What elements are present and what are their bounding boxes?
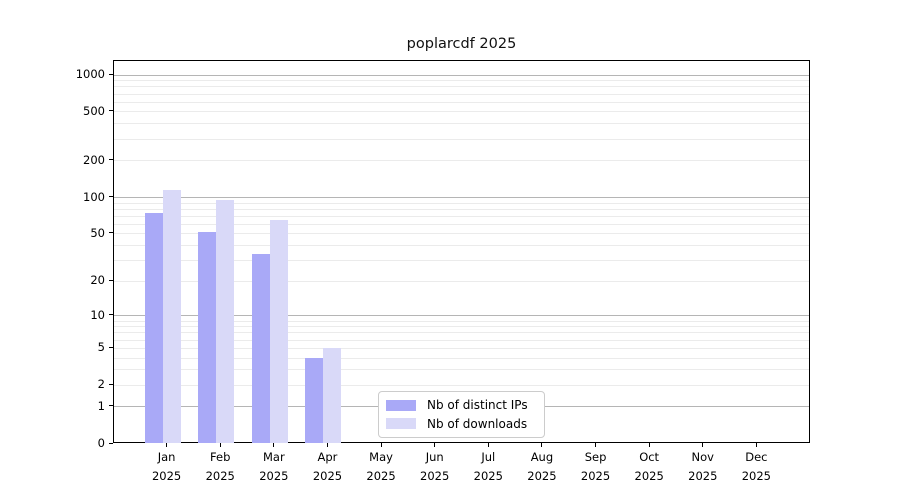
gridline-minor bbox=[114, 123, 809, 125]
y-axis-tick-mark bbox=[109, 73, 113, 75]
bar-distinct-ips bbox=[198, 231, 217, 443]
x-axis-tick-label: Jan 2025 bbox=[151, 450, 182, 483]
x-axis-tick-label: Sep 2025 bbox=[580, 450, 611, 483]
gridline-major bbox=[114, 74, 809, 76]
x-axis-tick-label: Dec 2025 bbox=[741, 450, 772, 483]
gridline-major bbox=[114, 315, 809, 317]
gridline-minor bbox=[114, 233, 809, 235]
gridline-minor bbox=[114, 384, 809, 386]
y-axis-tick-mark bbox=[109, 442, 113, 444]
y-axis-tick-mark bbox=[109, 405, 113, 407]
gridline-minor bbox=[114, 93, 809, 95]
gridline-minor bbox=[114, 215, 809, 217]
x-axis-tick-mark bbox=[702, 443, 704, 447]
bar-downloads bbox=[162, 190, 181, 443]
y-axis-tick-mark bbox=[109, 196, 113, 197]
gridline-minor bbox=[114, 320, 809, 322]
gridline-minor bbox=[114, 357, 809, 359]
x-axis-tick-label: Oct 2025 bbox=[634, 450, 664, 483]
gridline-minor bbox=[114, 347, 809, 349]
y-axis-tick-label: 200 bbox=[83, 152, 105, 167]
gridline-minor bbox=[114, 138, 809, 140]
gridline-minor bbox=[114, 326, 809, 328]
x-axis-tick-mark bbox=[541, 443, 543, 447]
gridline-major bbox=[114, 197, 809, 198]
y-axis-tick-label: 5 bbox=[97, 340, 105, 355]
legend-swatch-downloads bbox=[386, 418, 416, 430]
gridline-minor bbox=[114, 111, 809, 113]
x-axis-tick-mark bbox=[487, 443, 489, 447]
gridline-minor bbox=[114, 202, 809, 204]
y-axis-tick-mark bbox=[109, 346, 113, 348]
legend: Nb of distinct IPs Nb of downloads bbox=[378, 391, 545, 438]
x-axis-tick-label: Mar 2025 bbox=[259, 450, 289, 483]
x-axis-tick-label: Feb 2025 bbox=[205, 450, 235, 483]
y-axis-tick-label: 0 bbox=[97, 436, 105, 450]
plot-area bbox=[113, 60, 810, 443]
x-axis-tick-mark bbox=[273, 443, 275, 447]
bar-downloads bbox=[269, 220, 288, 443]
y-axis-tick-mark bbox=[109, 232, 113, 234]
gridline-minor bbox=[114, 101, 809, 103]
y-axis-tick-label: 2 bbox=[97, 377, 105, 392]
legend-item-distinct-ips: Nb of distinct IPs bbox=[386, 398, 540, 412]
x-axis-tick-label: May 2025 bbox=[366, 450, 396, 483]
y-axis-tick-label: 20 bbox=[90, 273, 105, 288]
x-axis-tick-label: Apr 2025 bbox=[312, 450, 343, 483]
gridline-minor bbox=[114, 245, 809, 247]
gridline-minor bbox=[114, 208, 809, 210]
bar-distinct-ips bbox=[144, 213, 163, 443]
x-axis-tick-mark bbox=[326, 443, 328, 447]
y-axis-tick-label: 1000 bbox=[75, 67, 105, 81]
y-axis-tick-mark bbox=[109, 279, 113, 281]
gridline-minor bbox=[114, 339, 809, 341]
gridline-minor bbox=[114, 223, 809, 225]
legend-item-downloads: Nb of downloads bbox=[386, 417, 540, 431]
x-axis-tick-mark bbox=[434, 443, 436, 447]
y-axis-tick-mark bbox=[109, 110, 113, 112]
x-axis-tick-label: Aug 2025 bbox=[527, 450, 557, 483]
y-axis-tick-mark bbox=[109, 314, 113, 316]
legend-label-downloads: Nb of downloads bbox=[427, 416, 528, 431]
x-axis-tick-mark bbox=[648, 443, 650, 447]
x-axis-tick-mark bbox=[219, 443, 221, 447]
y-axis-tick-label: 10 bbox=[90, 307, 105, 322]
gridline-minor bbox=[114, 332, 809, 334]
bar-distinct-ips bbox=[251, 254, 270, 443]
y-axis-tick-mark bbox=[109, 159, 113, 161]
gridline-minor bbox=[114, 80, 809, 82]
gridline-minor bbox=[114, 160, 809, 162]
bar-distinct-ips bbox=[305, 358, 324, 443]
y-axis-tick-label: 100 bbox=[83, 189, 105, 204]
legend-label-distinct-ips: Nb of distinct IPs bbox=[427, 398, 528, 413]
gridline-minor bbox=[114, 369, 809, 371]
y-axis-tick-label: 50 bbox=[90, 225, 105, 240]
gridline-minor bbox=[114, 86, 809, 88]
x-axis-tick-mark bbox=[595, 443, 597, 447]
x-axis-tick-mark bbox=[380, 443, 382, 447]
x-axis-tick-label: Nov 2025 bbox=[688, 450, 718, 483]
y-axis-tick-label: 500 bbox=[83, 103, 105, 118]
x-axis-tick-mark bbox=[755, 443, 757, 447]
chart-title: poplarcdf 2025 bbox=[406, 36, 517, 52]
x-axis-tick-label: Jul 2025 bbox=[473, 450, 503, 483]
bar-downloads bbox=[216, 200, 235, 443]
y-axis-tick-label: 1 bbox=[97, 398, 105, 413]
gridline-minor bbox=[114, 280, 809, 282]
x-axis-tick-label: Jun 2025 bbox=[420, 450, 450, 483]
gridline-minor bbox=[114, 260, 809, 262]
x-axis-tick-mark bbox=[166, 443, 168, 447]
y-axis-tick-mark bbox=[109, 383, 113, 385]
bar-downloads bbox=[323, 348, 342, 443]
legend-swatch-distinct-ips bbox=[386, 399, 416, 411]
